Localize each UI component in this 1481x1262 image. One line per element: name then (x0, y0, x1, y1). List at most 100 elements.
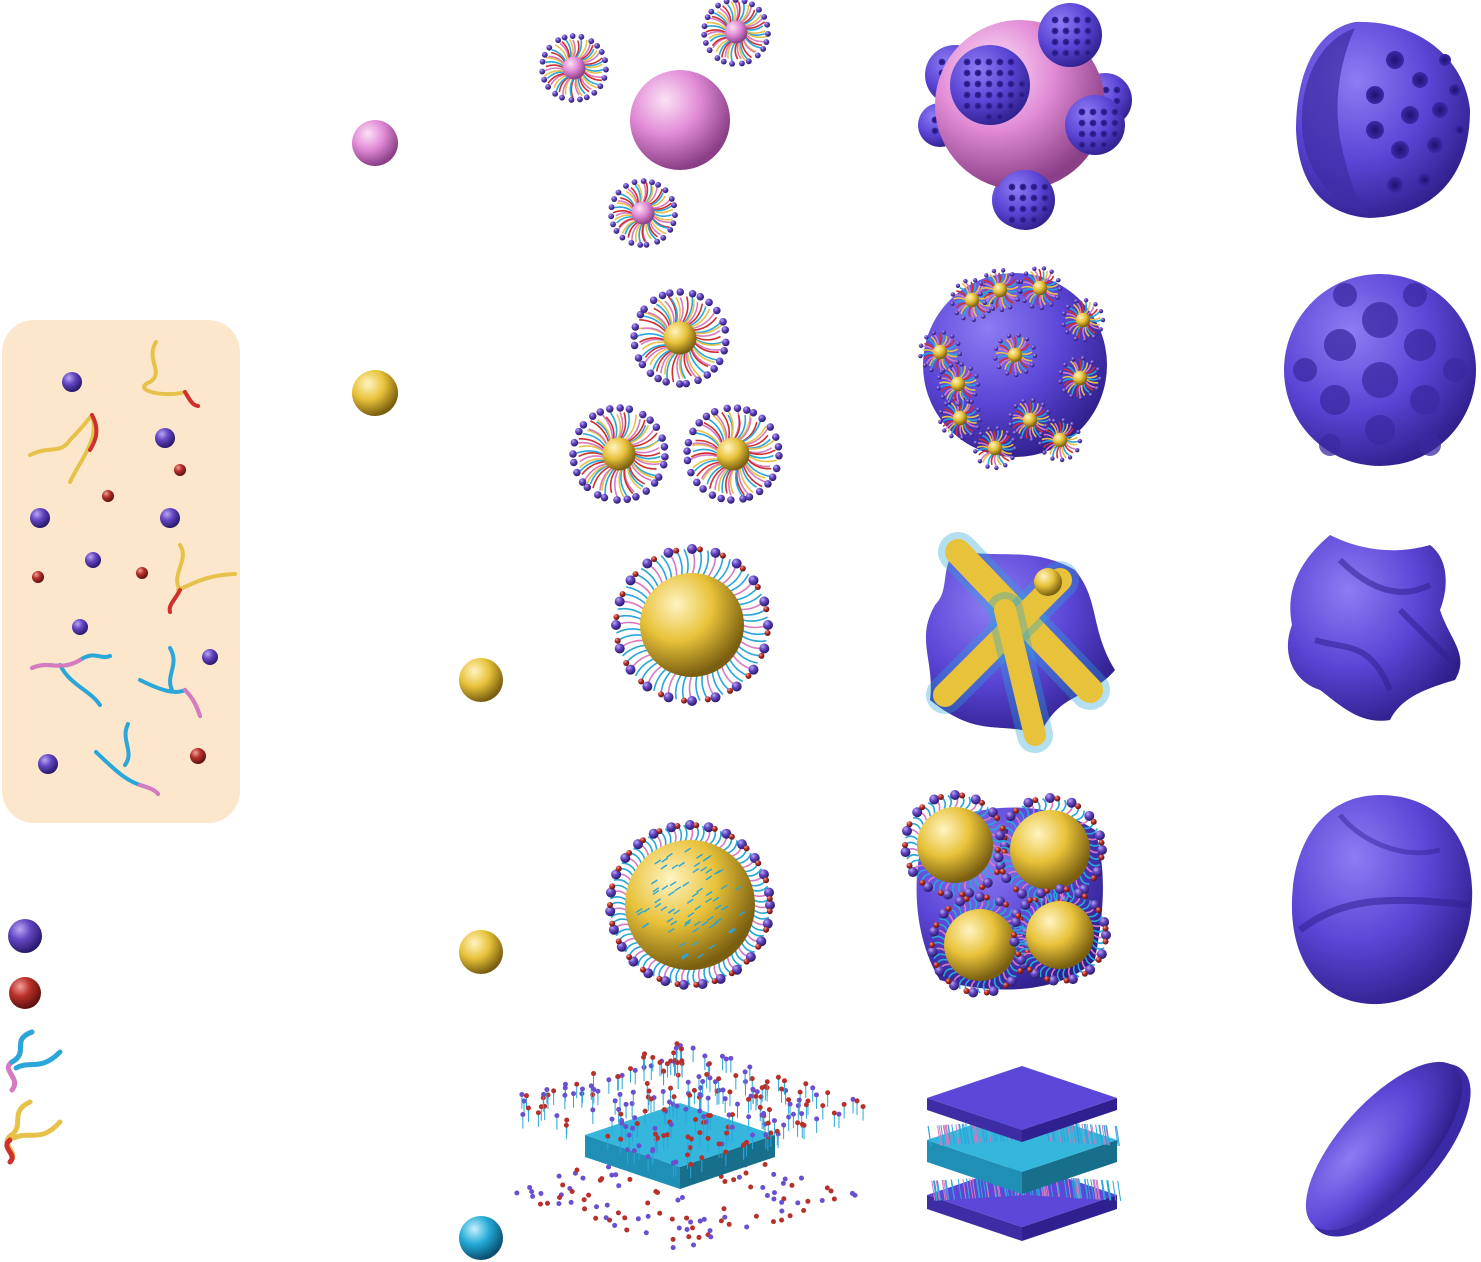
purple-bead (72, 619, 88, 635)
assemblies-column (900, 3, 1132, 1241)
yellow-red-chain (142, 340, 200, 408)
yellow-red-chain-icon (4, 1099, 63, 1165)
monomer-mixture-panel (2, 320, 240, 823)
porous-cap (1038, 3, 1102, 67)
pore (1401, 106, 1419, 124)
micelle (608, 178, 678, 248)
red-bead (174, 464, 186, 476)
micelle (683, 404, 783, 504)
yellow-template-core (352, 370, 398, 416)
pore (1418, 173, 1432, 187)
coated-sphere (900, 790, 1010, 900)
porous-cap (950, 45, 1030, 125)
pore (1427, 137, 1443, 153)
purple-bead (38, 754, 58, 774)
coated-rod (987, 592, 1053, 753)
purple-bead (160, 508, 180, 528)
dimple (1320, 385, 1350, 415)
dimple (1362, 362, 1398, 398)
pore (1386, 51, 1404, 69)
purple-bead (155, 428, 175, 448)
micelle (1061, 298, 1106, 343)
dimple (1324, 329, 1356, 361)
clustered-spheres-assembly (900, 790, 1111, 998)
blue-pink-chain (138, 646, 202, 718)
porous-cap-shell (1296, 21, 1470, 219)
star-shaped-shell (1287, 535, 1461, 721)
dimple (1443, 358, 1467, 382)
red-bead (102, 490, 114, 502)
pore (1455, 125, 1465, 135)
dimple (1333, 283, 1357, 307)
dimple (1403, 283, 1427, 307)
yellow-template-core-small (459, 930, 503, 974)
star-shaped-assembly (925, 532, 1115, 753)
shells-column (1284, 21, 1476, 1237)
micelle (978, 268, 1023, 313)
pore (1366, 121, 1384, 139)
micelle (936, 362, 981, 407)
soccer-ball-assembly (918, 266, 1107, 471)
red-bead-icon (9, 977, 41, 1009)
micelle (1058, 356, 1103, 401)
purple-bead-icon (8, 919, 42, 953)
dimple (1293, 358, 1317, 382)
pink-template-core (352, 120, 398, 166)
pore (1432, 102, 1448, 118)
template-cores-column (352, 120, 503, 1260)
stacked-sheets (927, 1066, 1122, 1241)
top-plate (927, 1066, 1117, 1142)
pore (1387, 177, 1403, 193)
micelle (1038, 418, 1083, 463)
micelle (1018, 266, 1063, 311)
purple-bead (85, 552, 101, 568)
micelle (630, 288, 730, 388)
micelle (569, 404, 669, 504)
coated-sphere (993, 793, 1107, 907)
red-bead (32, 571, 44, 583)
blue-pink-chain (30, 653, 112, 707)
yellow-red-chain (28, 413, 99, 484)
small-yellow-core (1034, 568, 1062, 596)
legend (4, 919, 63, 1165)
dimple (1404, 329, 1436, 361)
porous-cap (1065, 95, 1125, 155)
micelle (993, 333, 1038, 378)
three-micelles (569, 288, 783, 504)
densely-coated-sphere (605, 820, 775, 990)
coated-sphere (611, 544, 773, 706)
template-with-porous-caps (918, 3, 1132, 230)
micelle (973, 425, 1018, 471)
micelle (539, 33, 609, 103)
coated-sphere (927, 892, 1033, 998)
micelle (918, 330, 963, 375)
yellow-template-core-small (459, 658, 503, 702)
template-with-micelles (539, 0, 771, 248)
pore (1412, 72, 1428, 88)
red-bead (136, 567, 148, 579)
purple-bead (202, 649, 218, 665)
golf-ball-shell (1284, 274, 1476, 466)
pore (1449, 84, 1461, 96)
dimple (1319, 434, 1341, 456)
cyan-template-core (459, 1216, 503, 1260)
red-bead (190, 748, 206, 764)
micelle (950, 278, 995, 323)
porous-cap (995, 170, 1055, 230)
pore (1366, 86, 1384, 104)
dimple (1419, 434, 1441, 456)
blue-pink-chain-icon (5, 1029, 63, 1093)
coated-sphere (1009, 884, 1111, 986)
bilayer-sheet (514, 1041, 866, 1251)
pore (1439, 54, 1451, 66)
purple-bead (30, 508, 50, 528)
yellow-red-chain (167, 543, 237, 614)
dimple (1410, 385, 1440, 415)
blue-pink-chain (94, 722, 160, 796)
dimpled-shell (1291, 795, 1473, 1005)
pore (1391, 141, 1409, 159)
micelle (701, 0, 771, 67)
flat-disk (1305, 1061, 1471, 1237)
purple-bead (62, 372, 82, 392)
